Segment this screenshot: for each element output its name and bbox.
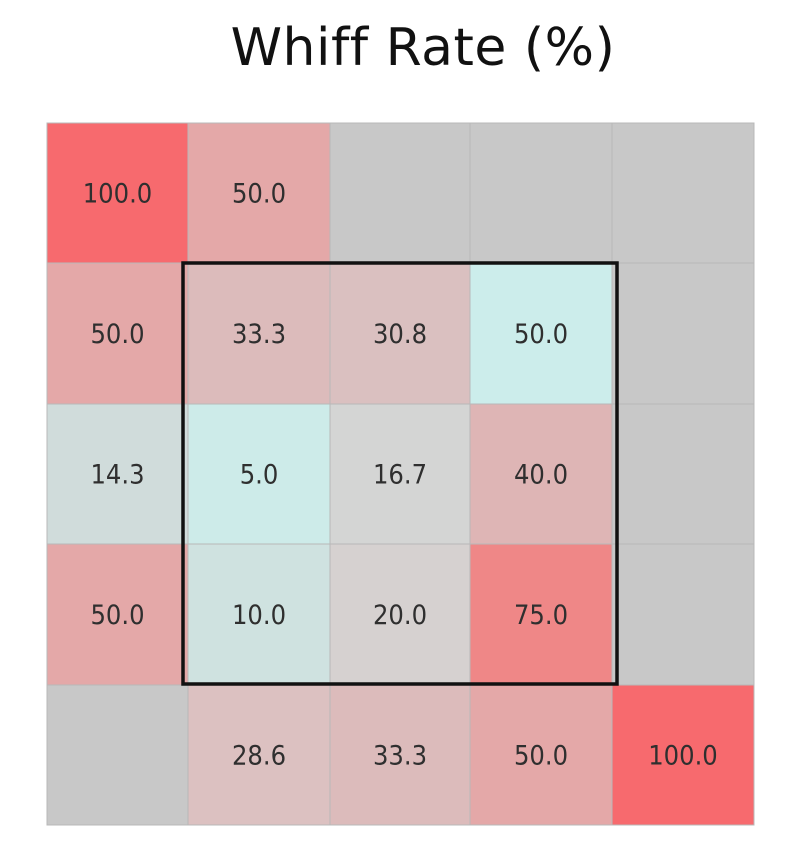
heatmap-cell-r0-c4 — [611, 122, 755, 264]
cell-value-label-r1-c1: 33.3 — [232, 319, 286, 350]
cell-value-label-r1-c0: 50.0 — [90, 319, 144, 350]
cell-value-label-r2-c3: 40.0 — [514, 460, 568, 491]
heatmap-cell-r2-c1 — [187, 403, 331, 545]
cell-value-label-r3-c0: 50.0 — [90, 600, 144, 631]
heatmap-cell-r2-c2 — [329, 403, 471, 545]
heatmap-cell-r1-c1 — [187, 262, 331, 405]
cell-value-label-r1-c2: 30.8 — [373, 319, 427, 350]
heatmap-cell-r2-c3 — [469, 403, 613, 545]
heatmap-cell-r4-c0 — [46, 684, 189, 826]
heatmap-cell-r4-c2 — [329, 684, 471, 826]
cell-value-label-r4-c4: 100.0 — [648, 741, 718, 772]
cell-value-label-r3-c2: 20.0 — [373, 600, 427, 631]
heatmap-cell-r3-c4 — [611, 543, 755, 686]
heatmap-cell-r0-c1 — [187, 122, 331, 264]
cell-value-label-r0-c1: 50.0 — [232, 179, 286, 210]
heatmap-cell-r4-c1 — [187, 684, 331, 826]
cell-value-label-r3-c1: 10.0 — [232, 600, 286, 631]
heatmap-cell-r3-c3 — [469, 543, 613, 686]
heatmap-cell-r0-c0 — [46, 122, 189, 264]
heatmap-cell-r3-c1 — [187, 543, 331, 686]
heatmap-cell-r4-c4 — [611, 684, 755, 826]
heatmap-labels: 100.0 50.0 50.0 33.3 30.8 50.0 14.3 5.0 16.7 40.0… — [83, 179, 718, 772]
heatmap-cell-r1-c2 — [329, 262, 471, 405]
cell-value-label-r4-c2: 33.3 — [373, 741, 427, 772]
strike-zone-box — [181, 261, 619, 686]
cell-value-label-r1-c3: 50.0 — [514, 319, 568, 350]
heatmap-cells — [46, 122, 755, 826]
heatmap-cell-r4-c3 — [469, 684, 613, 826]
heatmap-cell-r1-c4 — [611, 262, 755, 405]
heatmap-cell-r0-c2 — [329, 122, 471, 264]
chart-title: Whiff Rate (%) — [230, 18, 616, 78]
heatmap-cell-r2-c4 — [611, 403, 755, 545]
cell-value-label-r2-c2: 16.7 — [373, 460, 427, 491]
heatmap-cell-r0-c3 — [469, 122, 613, 264]
cell-value-label-r4-c3: 50.0 — [514, 741, 568, 772]
heatmap-cell-r1-c3 — [469, 262, 613, 405]
heatmap-cell-r3-c0 — [46, 543, 189, 686]
cell-value-label-r4-c1: 28.6 — [232, 741, 286, 772]
cell-value-label-r0-c0: 100.0 — [83, 179, 153, 210]
heatmap-cell-r3-c2 — [329, 543, 471, 686]
cell-value-label-r3-c3: 75.0 — [514, 600, 568, 631]
cell-value-label-r2-c0: 14.3 — [90, 460, 144, 491]
cell-value-label-r2-c1: 5.0 — [240, 460, 279, 491]
